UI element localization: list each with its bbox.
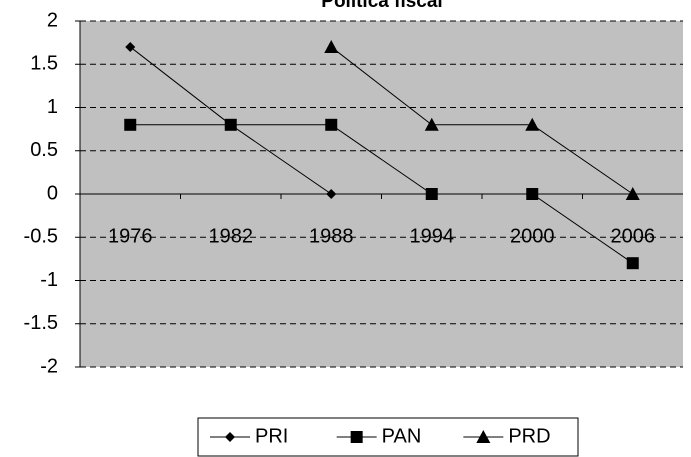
- marker: [425, 188, 438, 200]
- series-line: [330, 46, 634, 195]
- marker: [325, 118, 338, 131]
- x-tick-label: 1982: [209, 225, 254, 247]
- x-tick-label: 2000: [510, 225, 555, 247]
- y-tick-label: 2: [47, 9, 58, 31]
- marker: [350, 431, 363, 443]
- marker: [525, 117, 540, 131]
- marker: [224, 118, 237, 131]
- x-tick-label: 1994: [410, 225, 455, 247]
- y-tick-label: 1.5: [30, 53, 58, 75]
- marker: [476, 430, 491, 443]
- legend-box: [197, 417, 579, 457]
- marker: [225, 432, 235, 442]
- legend-label: PRI: [255, 425, 288, 447]
- x-tick-label: 2006: [611, 225, 656, 247]
- marker: [324, 39, 339, 53]
- marker: [424, 117, 439, 131]
- y-tick-label: 0.5: [30, 139, 58, 161]
- legend-label: PAN: [382, 425, 422, 447]
- series-line: [130, 124, 634, 264]
- marker: [125, 41, 136, 52]
- y-tick-label: -0.5: [24, 226, 58, 248]
- marker: [526, 188, 539, 200]
- marker: [326, 189, 337, 199]
- y-tick-label: -2: [40, 355, 58, 377]
- y-tick-label: -1: [40, 269, 58, 291]
- x-tick-label: 1976: [108, 225, 153, 247]
- y-tick-label: -1.5: [24, 312, 58, 334]
- y-tick-label: 0: [47, 182, 58, 204]
- marker: [625, 187, 640, 200]
- chart-title: Política fiscal: [321, 0, 442, 12]
- marker: [124, 118, 137, 131]
- y-tick-label: 1: [47, 96, 58, 118]
- x-tick-label: 1988: [309, 225, 354, 247]
- marker: [626, 257, 639, 270]
- legend-label: PRD: [508, 425, 550, 447]
- series-line: [129, 46, 432, 195]
